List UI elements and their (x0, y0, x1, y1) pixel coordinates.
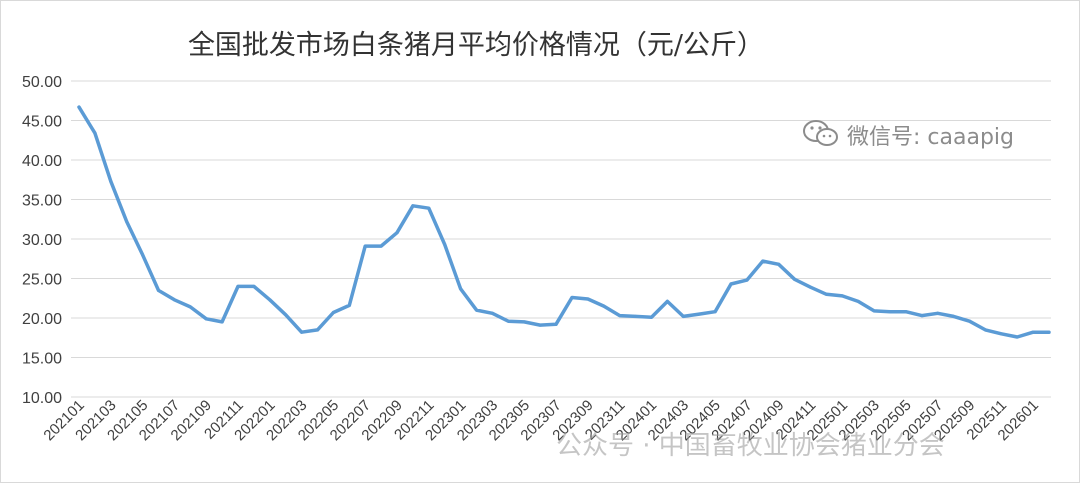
data-point (983, 328, 987, 332)
data-point (602, 304, 606, 308)
y-tick-label: 25.00 (22, 272, 62, 289)
data-point (268, 298, 272, 302)
y-tick-label: 20.00 (22, 311, 62, 328)
data-point (522, 320, 526, 324)
y-tick-label: 15.00 (22, 351, 62, 368)
data-point (284, 313, 288, 317)
data-point (172, 298, 176, 302)
data-point (157, 288, 161, 292)
data-point (395, 231, 399, 235)
y-tick-label: 10.00 (22, 390, 62, 407)
data-point (856, 299, 860, 303)
data-point (793, 277, 797, 281)
data-point (141, 253, 145, 257)
data-point (459, 287, 463, 291)
data-point (967, 319, 971, 323)
data-point (665, 299, 669, 303)
data-point (316, 328, 320, 332)
data-point (570, 295, 574, 299)
data-point (427, 206, 431, 210)
watermark-text: 微信号: caaapig (847, 125, 1014, 150)
data-point (490, 311, 494, 315)
data-point (93, 131, 97, 135)
data-point (475, 308, 479, 312)
y-tick-label: 40.00 (22, 153, 62, 170)
y-tick-label: 45.00 (22, 114, 62, 131)
data-point (1031, 330, 1035, 334)
footer-watermark: 公众号 · 中国畜牧业协会猪业分会 (556, 431, 945, 461)
data-point (936, 311, 940, 315)
y-tick-label: 35.00 (22, 193, 62, 210)
data-point (236, 284, 240, 288)
y-tick-label: 50.00 (22, 74, 62, 91)
y-tick-labels: 10.00 15.00 20.00 25.00 30.00 35.00 40.00 45.00… (22, 74, 62, 407)
series-line-group (77, 105, 1051, 339)
data-point (1015, 335, 1019, 339)
data-point (220, 320, 224, 324)
data-point (77, 105, 81, 109)
data-point (300, 330, 304, 334)
data-point (252, 284, 256, 288)
data-point (840, 294, 844, 298)
data-point (999, 332, 1003, 336)
data-point (363, 244, 367, 248)
data-point (331, 310, 335, 314)
data-point (697, 312, 701, 316)
data-point (109, 179, 113, 183)
data-point (347, 303, 351, 307)
data-point (888, 310, 892, 314)
data-point (808, 285, 812, 289)
y-tick-label: 30.00 (22, 232, 62, 249)
data-point (904, 310, 908, 314)
data-point (554, 322, 558, 326)
data-point (618, 314, 622, 318)
data-point (649, 315, 653, 319)
data-point (713, 310, 717, 314)
data-point (188, 305, 192, 309)
data-point (586, 297, 590, 301)
data-point (379, 244, 383, 248)
data-point (745, 278, 749, 282)
data-point (681, 314, 685, 318)
data-point (125, 220, 129, 224)
data-point (204, 317, 208, 321)
data-point (824, 292, 828, 296)
data-point (1047, 330, 1051, 334)
data-point (777, 262, 781, 266)
data-point (634, 314, 638, 318)
data-point (761, 259, 765, 263)
data-point (538, 323, 542, 327)
data-point (920, 314, 924, 318)
data-point (729, 282, 733, 286)
series-line (77, 105, 1051, 339)
data-point (952, 314, 956, 318)
data-point (506, 319, 510, 323)
chart-title: 全国批发市场白条猪月平均价格情况（元/公斤） (187, 30, 765, 61)
data-point (872, 309, 876, 313)
wechat-icon (803, 120, 838, 146)
data-point (443, 243, 447, 247)
data-point (411, 204, 415, 208)
